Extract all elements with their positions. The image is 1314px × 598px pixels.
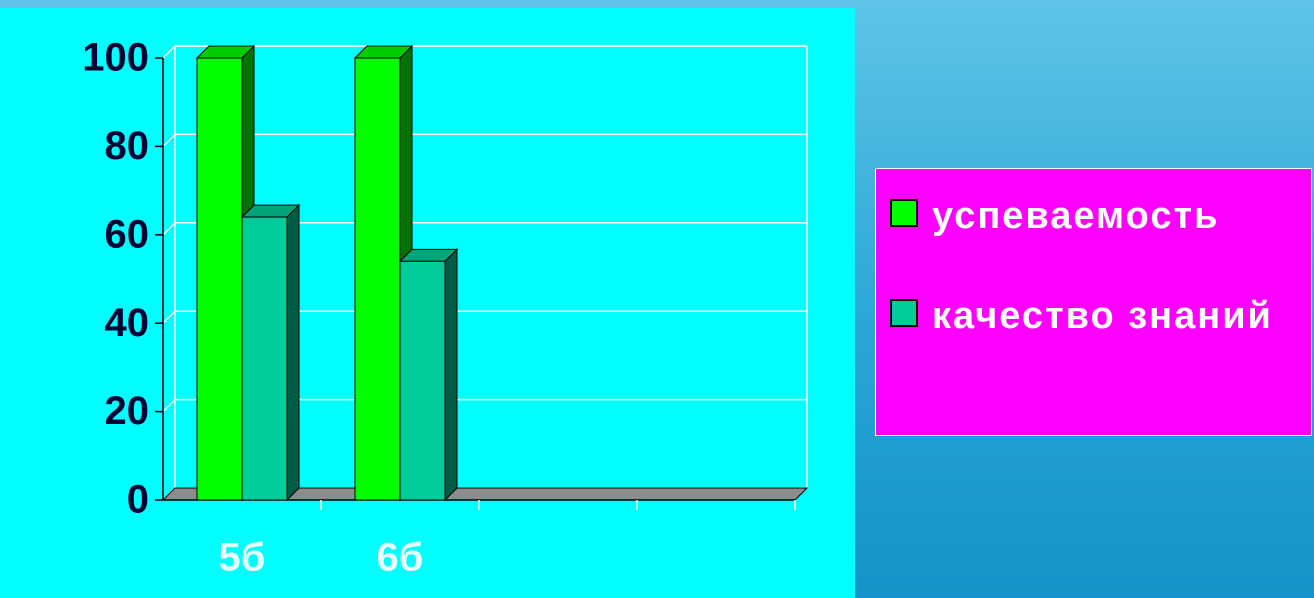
grid-line-side — [162, 310, 176, 324]
y-tick-label: 20 — [105, 389, 150, 433]
legend-item: успеваемость — [890, 191, 1311, 241]
legend-swatch — [890, 299, 918, 327]
y-tick-label: 80 — [105, 124, 150, 168]
bar — [398, 248, 459, 502]
legend-swatch — [890, 199, 918, 227]
x-tick-label: 6б — [377, 536, 424, 580]
x-tick-label: 5б — [219, 536, 266, 580]
chart: 0 20 40 60 80 100 5б 6б — [82, 36, 809, 580]
y-tick-label: 40 — [105, 301, 150, 345]
bar — [353, 44, 414, 502]
legend: успеваемость качество знаний — [875, 168, 1312, 436]
bar — [240, 203, 301, 502]
bar-front — [241, 216, 288, 501]
legend-label: успеваемость — [932, 195, 1220, 237]
y-tick-label: 0 — [127, 478, 149, 522]
y-tick-label: 100 — [82, 36, 149, 80]
grid-line-side — [162, 399, 176, 413]
grid-line-side — [162, 133, 176, 147]
y-tick-label: 60 — [105, 212, 150, 256]
bar-front — [399, 260, 446, 501]
bar-front — [196, 57, 243, 501]
bar-side — [286, 203, 300, 502]
bar-side — [444, 248, 458, 502]
legend-label: качество знаний — [932, 295, 1273, 337]
bar-front — [354, 57, 401, 501]
grid-line-side — [162, 45, 176, 59]
grid-line-side — [162, 222, 176, 236]
legend-item: качество знаний — [890, 291, 1311, 341]
